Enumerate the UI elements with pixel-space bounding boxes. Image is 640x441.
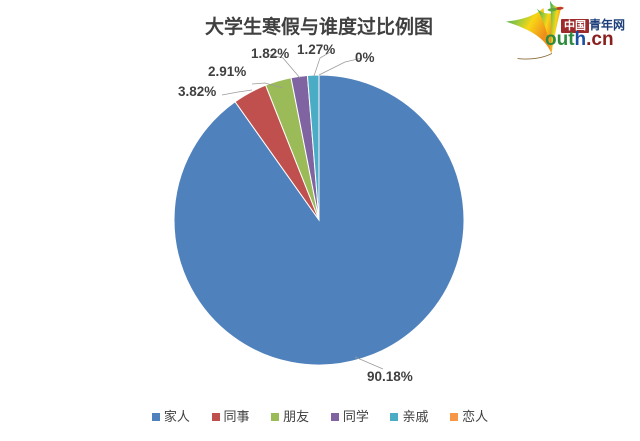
svg-text:90.18%: 90.18% bbox=[367, 369, 413, 384]
svg-text:0%: 0% bbox=[355, 50, 375, 65]
svg-text:1.27%: 1.27% bbox=[297, 42, 335, 57]
svg-text:3.82%: 3.82% bbox=[178, 84, 216, 99]
svg-text:1.82%: 1.82% bbox=[251, 46, 289, 61]
svg-text:2.91%: 2.91% bbox=[208, 64, 246, 79]
